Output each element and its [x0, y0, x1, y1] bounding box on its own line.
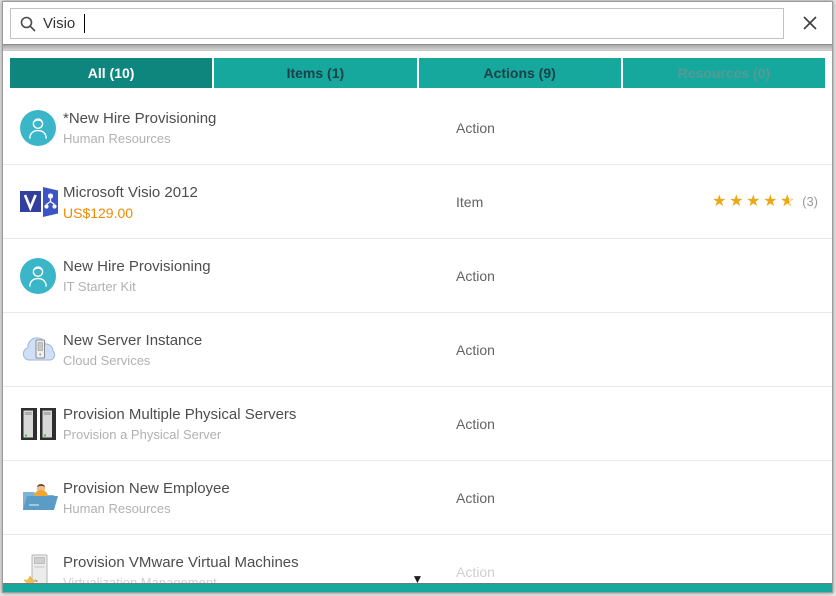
result-title: *New Hire Provisioning [63, 110, 217, 127]
result-title: Provision New Employee [63, 480, 230, 497]
result-type-label: Action [456, 489, 495, 506]
search-icon [20, 16, 36, 32]
close-button[interactable] [799, 12, 821, 34]
result-subtitle: Virtualization Management [63, 575, 217, 583]
search-input[interactable] [43, 15, 774, 32]
result-title: Provision Multiple Physical Servers [63, 406, 297, 423]
tab-label: Resources (0) [677, 65, 771, 81]
rating-count: (3) [802, 194, 818, 209]
result-subtitle: Provision a Physical Server [63, 427, 222, 442]
tab-actions[interactable]: Actions (9) [418, 58, 621, 88]
tab-label: Actions (9) [483, 65, 556, 81]
panel-top-edge [3, 44, 832, 51]
result-row[interactable]: New Hire Provisioning IT Starter Kit Act… [3, 239, 832, 313]
search-box[interactable] [10, 8, 784, 39]
result-type-label: Action [456, 267, 495, 284]
chevron-down-icon: ▼ [411, 572, 424, 586]
tabs: All (10) Items (1) Actions (9) Resources… [10, 58, 825, 88]
result-title: Microsoft Visio 2012 [63, 183, 198, 201]
result-subtitle: Human Resources [63, 501, 171, 516]
result-title: New Hire Provisioning [63, 258, 211, 275]
result-row[interactable]: New Server Instance Cloud Services Actio… [3, 313, 832, 387]
tab-items[interactable]: Items (1) [214, 58, 417, 88]
tab-resources[interactable]: Resources (0) [622, 58, 825, 88]
result-subtitle: Human Resources [63, 131, 171, 146]
result-row[interactable]: Provision VMware Virtual Machines Virtua… [3, 535, 832, 583]
result-type-label: Action [456, 341, 495, 358]
result-row[interactable]: *New Hire Provisioning Human Resources A… [3, 91, 832, 165]
result-type-label: Action [456, 415, 495, 432]
result-subtitle: Cloud Services [63, 353, 151, 368]
result-row[interactable]: Microsoft Visio 2012 US$129.00 Item (3) [3, 165, 832, 239]
bottom-teal-strip [3, 583, 832, 592]
result-rating: (3) [712, 193, 832, 211]
result-row[interactable]: Provision Multiple Physical Servers Prov… [3, 387, 832, 461]
visio-icon [20, 184, 63, 220]
person-circle-icon [20, 257, 63, 294]
result-subtitle: US$129.00 [63, 204, 134, 221]
results-list: *New Hire Provisioning Human Resources A… [3, 91, 832, 583]
result-type-label: Action [456, 563, 495, 580]
text-caret [84, 14, 85, 33]
folder-person-icon [20, 480, 63, 516]
result-title: New Server Instance [63, 332, 203, 349]
result-row[interactable]: Provision New Employee Human Resources A… [3, 461, 832, 535]
result-title: Provision VMware Virtual Machines [63, 554, 299, 571]
tab-label: Items (1) [286, 65, 345, 81]
tab-all[interactable]: All (10) [10, 58, 213, 88]
tab-label: All (10) [87, 65, 135, 81]
result-subtitle: IT Starter Kit [63, 279, 136, 294]
star-rating-icon [712, 193, 797, 211]
scroll-more-indicator[interactable]: ▼ [412, 572, 424, 586]
cloud-server-icon [20, 333, 63, 367]
person-circle-icon [20, 109, 63, 146]
close-icon [803, 16, 817, 30]
result-type-label: Item [456, 193, 484, 210]
search-header [3, 2, 832, 44]
dual-servers-icon [20, 406, 63, 442]
result-type-label: Action [456, 119, 495, 136]
vm-server-icon [20, 554, 63, 583]
